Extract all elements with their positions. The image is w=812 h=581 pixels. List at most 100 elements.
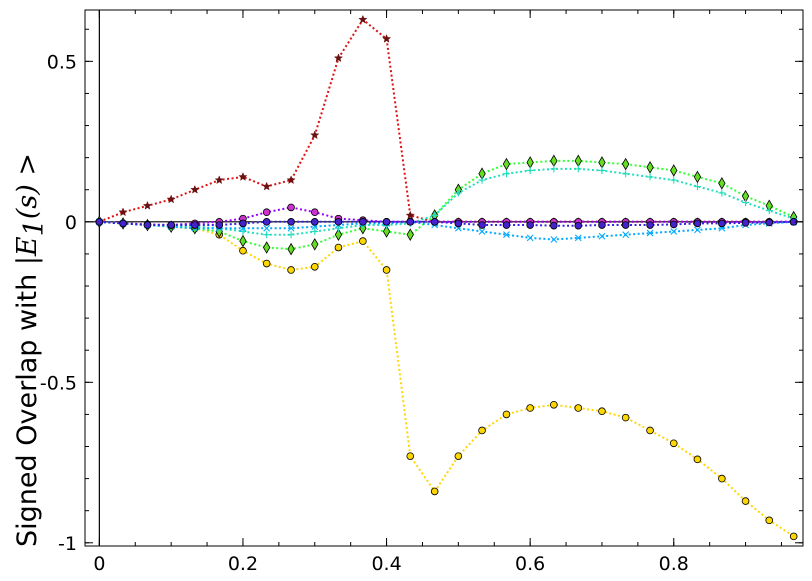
series-7-point — [550, 221, 558, 230]
series-7-point — [215, 221, 224, 229]
series-7-point — [310, 218, 319, 226]
series-2-point — [550, 400, 558, 409]
series-5-point — [478, 228, 486, 235]
series-3-point — [646, 160, 654, 174]
series-4-point — [526, 166, 534, 174]
series-layer — [94, 14, 799, 541]
series-2-point — [478, 426, 486, 435]
y-tick-label: 0 — [65, 212, 77, 234]
series-5-point — [646, 229, 654, 237]
series-3-point — [287, 242, 295, 256]
series-1-point — [261, 181, 272, 191]
series-2-point — [406, 452, 415, 460]
series-4-point — [646, 173, 654, 181]
series-7-point — [502, 221, 511, 229]
series-2-point — [359, 237, 367, 245]
series-3-point — [262, 241, 271, 254]
series-7-point — [262, 218, 271, 226]
series-3-line — [99, 159, 795, 251]
series-3-point — [406, 228, 414, 241]
series-2-point — [574, 404, 583, 412]
y-tick-label: -0.5 — [40, 372, 77, 394]
series-1-point — [190, 184, 200, 194]
series-3-point — [239, 234, 247, 248]
series-1-point — [118, 207, 128, 217]
series-5-point — [263, 224, 271, 232]
x-tick-label: 0.8 — [659, 553, 689, 575]
series-7-point — [621, 221, 630, 229]
series-3-point — [382, 225, 391, 238]
series-5-point — [622, 231, 630, 239]
series-7-point — [693, 219, 702, 228]
y-axis-title: Signed Overlap with |E1(s) > — [12, 153, 50, 547]
series-4-line — [99, 167, 795, 236]
series-7-point — [598, 221, 606, 229]
series-4-point — [598, 166, 606, 174]
series-3-point — [693, 170, 702, 184]
series-2-point — [287, 266, 295, 274]
series-2-point — [598, 407, 606, 415]
x-tick-label: 0 — [93, 553, 105, 575]
y-axis-title-prefix: Signed Overlap with — [12, 265, 43, 547]
series-2-point — [741, 497, 750, 505]
series-1-point — [238, 172, 248, 181]
series-1-point — [142, 200, 153, 210]
plot-area — [84, 9, 804, 547]
series-4-point — [239, 227, 247, 235]
series-6-point — [262, 208, 271, 217]
series-4-point — [502, 170, 510, 178]
series-1-point — [358, 14, 368, 24]
series-7-point — [95, 218, 104, 226]
series-5-point — [694, 226, 701, 234]
series-1-point — [166, 194, 176, 204]
series-7-line — [99, 220, 794, 227]
series-4-point — [742, 199, 750, 207]
series-6-point — [310, 208, 319, 217]
series-4-point — [431, 211, 439, 219]
series-1-point — [405, 210, 415, 220]
series-2-point — [502, 410, 511, 419]
series-5-point — [574, 234, 582, 242]
series-2-point — [693, 455, 702, 464]
series-2-point — [239, 246, 247, 255]
series-4-point — [550, 165, 558, 173]
series-7-point — [359, 218, 367, 226]
y-axis-title-suffix: (s) > — [12, 153, 43, 219]
series-3-point — [334, 228, 343, 241]
series-3-point — [621, 157, 630, 171]
series-3-point — [718, 177, 726, 190]
series-5-line — [99, 220, 794, 241]
series-7-point — [430, 218, 439, 226]
series-6-line — [99, 206, 794, 227]
x-tick-label: 0.6 — [515, 553, 545, 575]
series-7-point — [741, 218, 750, 227]
series-7-point — [382, 218, 391, 226]
series-2-point — [646, 426, 654, 435]
x-tick-label: 0.4 — [371, 553, 401, 575]
series-4-point — [765, 207, 773, 215]
plot-frame — [84, 9, 804, 547]
series-3-point — [670, 164, 678, 177]
series-7-point — [765, 218, 774, 227]
label-layer: 0 0.2 0.4 0.6 0.8 -1 -0.5 0 0.5 — [40, 51, 689, 575]
series-7-point — [191, 221, 199, 229]
series-4-point — [718, 189, 726, 197]
series-4-point — [287, 231, 295, 239]
y-tick-label: 0.5 — [47, 51, 77, 73]
series-4-point — [693, 183, 701, 191]
series-7-point — [454, 219, 463, 228]
series-7-point — [646, 221, 654, 229]
series-3-point — [311, 238, 319, 251]
series-7-point — [574, 221, 583, 230]
series-7-point — [526, 221, 534, 229]
series-1-point — [333, 53, 344, 63]
series-2-point — [765, 516, 774, 525]
series-4-point — [263, 231, 271, 239]
series-4-point — [622, 170, 630, 178]
series-2-point — [669, 439, 678, 448]
series-5-point — [598, 232, 606, 240]
series-4-point — [311, 227, 319, 235]
series-7-point — [669, 220, 678, 229]
series-7-point — [718, 219, 726, 228]
y-tick-label: -1 — [58, 533, 77, 555]
